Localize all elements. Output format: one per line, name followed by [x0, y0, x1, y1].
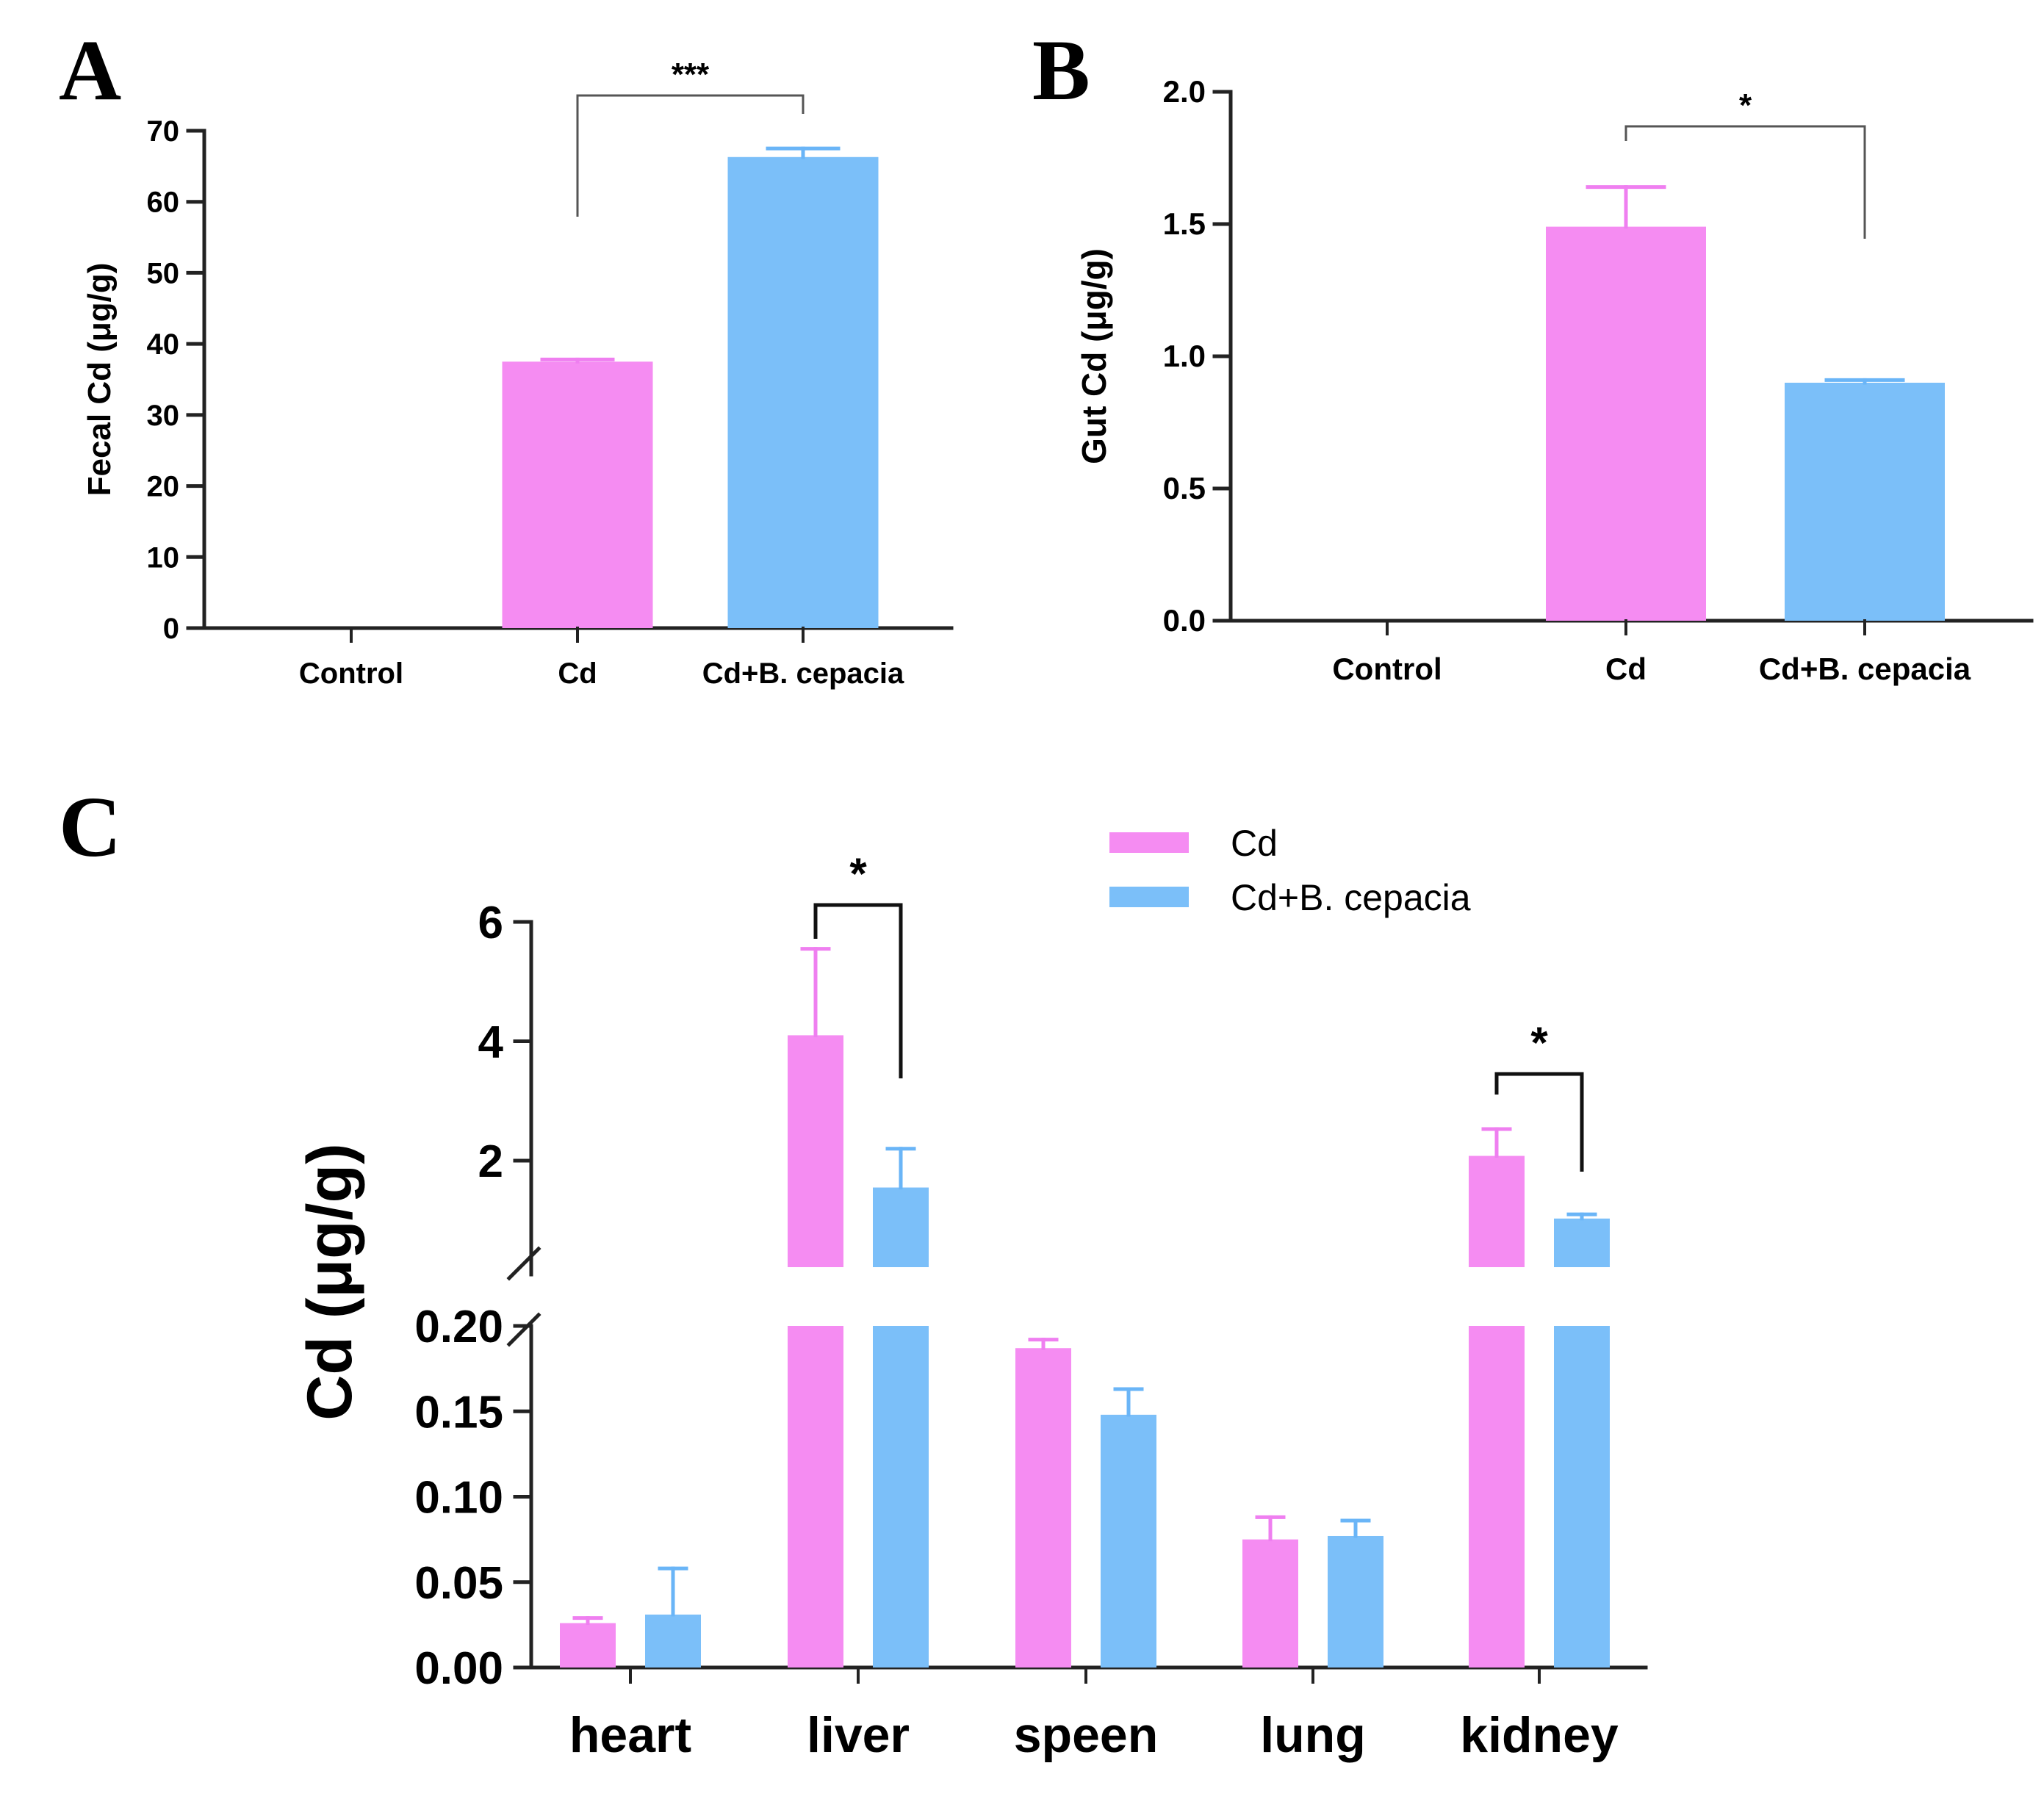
x-category-label: Cd+B. cepacia — [1759, 652, 1971, 686]
bar-kidney-cd-lower — [1469, 1326, 1525, 1668]
y-tick-label: 70 — [147, 115, 180, 148]
bar-lung-cd — [1242, 1539, 1298, 1668]
y-tick-label: 0.20 — [414, 1302, 503, 1352]
x-category-label: Cd — [558, 657, 597, 690]
x-category-label: Cd+B. cepacia — [702, 657, 904, 690]
legend-label: Cd — [1231, 823, 1278, 864]
error-bar — [1340, 1518, 1371, 1538]
x-category-label: speen — [1014, 1707, 1159, 1763]
significance-marker: * — [1530, 1018, 1548, 1067]
bar-heart-cd-b-cepacia — [645, 1614, 701, 1668]
error-bar — [1586, 185, 1666, 229]
y-axis-title: Cd (μg/g) — [295, 1143, 365, 1420]
y-tick-label: 40 — [147, 328, 180, 361]
panel-letter-b: B — [1032, 22, 1090, 118]
x-category-label: kidney — [1460, 1707, 1619, 1763]
error-bar — [540, 357, 615, 364]
bar-liver-cd-b-cepacia-upper — [873, 1187, 929, 1267]
y-tick-label: 20 — [147, 471, 180, 503]
bar-speen-cd-b-cepacia — [1101, 1414, 1156, 1668]
significance-marker: * — [1739, 87, 1752, 123]
y-tick-label: 50 — [147, 257, 180, 289]
significance-bracket — [1624, 125, 1866, 239]
error-bar — [800, 947, 831, 1037]
error-bar — [572, 1616, 603, 1626]
legend-swatch-cd — [1109, 832, 1189, 853]
bar-kidney-cd-b-cepacia-upper — [1554, 1218, 1610, 1267]
bar-lung-cd-b-cepacia — [1328, 1535, 1383, 1668]
bar-cd-b-cepacia — [727, 156, 879, 628]
y-tick-label: 6 — [478, 898, 503, 948]
axis-break-mark — [506, 1312, 541, 1347]
y-tick-label: 30 — [147, 400, 180, 432]
y-tick-label: 0.00 — [414, 1643, 503, 1694]
x-category-label: lung — [1260, 1707, 1366, 1763]
error-bar — [1824, 378, 1905, 385]
error-bar — [1566, 1212, 1597, 1221]
y-tick-label: 0 — [163, 613, 179, 645]
bar-liver-cd-lower — [788, 1326, 843, 1668]
axis-break-mark — [506, 1246, 541, 1281]
x-category-label: Control — [299, 657, 403, 690]
legend-swatch-cd-b-cepacia — [1109, 887, 1189, 907]
y-tick-label: 4 — [478, 1017, 504, 1068]
bar-speen-cd — [1015, 1348, 1071, 1668]
panel-letter-a: A — [59, 22, 121, 118]
significance-bracket — [576, 94, 805, 217]
y-tick-label: 0.5 — [1163, 471, 1206, 505]
legend: Cd Cd+B. cepacia — [1109, 823, 1471, 918]
significance-bracket — [1494, 1072, 1584, 1172]
y-tick-label: 10 — [147, 541, 180, 574]
error-bar — [1481, 1127, 1512, 1158]
x-category-label: Cd — [1605, 652, 1647, 686]
bar-kidney-cd-upper — [1469, 1156, 1525, 1267]
error-bar — [885, 1147, 916, 1190]
y-tick-label: 2.0 — [1163, 74, 1206, 109]
chart-gut-cd: 0.0 0.5 1.0 1.5 2.0 Gut Cd (μg/g) Control Cd Cd+… — [1075, 74, 2034, 686]
bar-liver-cd-b-cepacia-lower — [873, 1326, 929, 1668]
bar-liver-cd-upper — [788, 1035, 843, 1267]
chart-fecal-cd: 0 10 20 30 40 50 60 70 Fecal Cd (μg/g) Control Cd C… — [82, 57, 954, 690]
error-bar — [658, 1566, 688, 1617]
bar-kidney-cd-b-cepacia-lower — [1554, 1326, 1610, 1668]
y-tick-label: 0.15 — [414, 1387, 503, 1438]
significance-marker: *** — [672, 57, 710, 93]
y-tick-label: 60 — [147, 187, 180, 219]
bar-heart-cd — [560, 1623, 616, 1668]
x-category-label: heart — [569, 1707, 691, 1763]
error-bar — [1255, 1515, 1286, 1542]
y-tick-label: 0.0 — [1163, 603, 1206, 638]
y-tick-label: 0.10 — [414, 1473, 503, 1524]
y-tick-label: 0.05 — [414, 1558, 503, 1609]
y-tick-label: 1.5 — [1163, 206, 1206, 241]
y-tick-label: 2 — [478, 1136, 503, 1187]
significance-marker: * — [849, 849, 867, 898]
x-category-label: liver — [807, 1707, 910, 1763]
y-axis-title: Fecal Cd (μg/g) — [82, 263, 118, 497]
error-bar — [1028, 1338, 1059, 1350]
significance-bracket — [813, 903, 903, 1078]
error-bar — [1113, 1387, 1144, 1417]
y-axis-title: Gut Cd (μg/g) — [1075, 248, 1113, 464]
x-category-label: Control — [1332, 652, 1442, 686]
panel-letter-c: C — [59, 779, 121, 875]
y-tick-label: 1.0 — [1163, 339, 1206, 373]
bar-cd-b-cepacia — [1785, 383, 1945, 621]
bar-cd — [1546, 226, 1706, 621]
error-bar — [766, 146, 841, 159]
legend-label: Cd+B. cepacia — [1231, 877, 1471, 918]
bar-cd — [502, 361, 653, 628]
chart-organ-cd: 0.00 0.05 0.10 0.15 0.20 2 4 6 Cd (μg/g) heart liv… — [295, 823, 1648, 1763]
